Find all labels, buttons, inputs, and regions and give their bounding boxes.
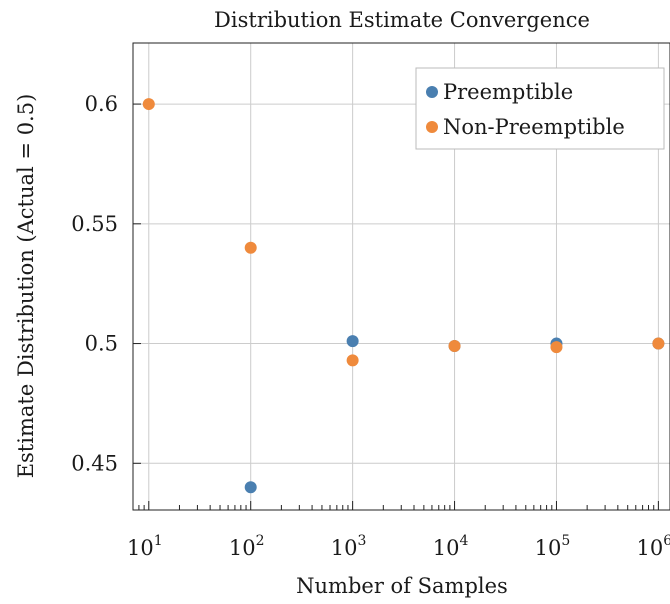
x-tick-exponent: 1 bbox=[154, 533, 163, 549]
x-tick-exponent: 4 bbox=[459, 533, 468, 549]
x-tick-label: 103 bbox=[331, 533, 367, 560]
x-tick-base: 10 bbox=[637, 536, 664, 560]
legend-label: Preemptible bbox=[443, 80, 573, 104]
plot-frame bbox=[132, 42, 670, 511]
data-point-non-preemptible bbox=[142, 98, 155, 111]
x-tick-labels: 101 102 103 104 105 106 bbox=[127, 533, 670, 560]
x-tick-label: 105 bbox=[535, 533, 571, 560]
y-tick-label: 0.55 bbox=[71, 212, 118, 236]
x-minor-ticks bbox=[132, 103, 659, 510]
x-tick-base: 10 bbox=[433, 536, 460, 560]
x-tick-label: 106 bbox=[637, 533, 670, 560]
data-point-preemptible bbox=[346, 335, 359, 348]
y-tick-label: 0.6 bbox=[85, 92, 118, 116]
chart-title: Distribution Estimate Convergence bbox=[214, 8, 590, 32]
data-point-non-preemptible bbox=[448, 339, 461, 352]
y-tick-label: 0.45 bbox=[71, 451, 118, 475]
x-tick-label: 104 bbox=[433, 533, 469, 560]
legend: Preemptible Non-Preemptible bbox=[415, 67, 665, 150]
x-tick-base: 10 bbox=[331, 536, 358, 560]
x-axis-label: Number of Samples bbox=[296, 574, 508, 598]
y-tick-label: 0.5 bbox=[85, 332, 118, 356]
x-tick-label: 102 bbox=[229, 533, 265, 560]
x-tick-label: 101 bbox=[127, 533, 163, 560]
y-tick-labels: 0.45 0.5 0.55 0.6 bbox=[71, 92, 118, 475]
data-point-preemptible bbox=[244, 481, 257, 494]
legend-marker bbox=[426, 121, 438, 133]
x-tick-base: 10 bbox=[127, 536, 154, 560]
x-tick-base: 10 bbox=[535, 536, 562, 560]
x-tick-exponent: 2 bbox=[256, 533, 265, 549]
x-tick-exponent: 5 bbox=[561, 533, 570, 549]
data-point-non-preemptible bbox=[550, 341, 563, 354]
data-point-non-preemptible bbox=[244, 241, 257, 254]
data-points bbox=[142, 98, 665, 494]
y-axis-label: Estimate Distribution (Actual = 0.5) bbox=[14, 94, 38, 479]
legend-marker bbox=[426, 86, 438, 98]
x-tick-exponent: 3 bbox=[358, 533, 367, 549]
legend-box bbox=[415, 67, 665, 150]
x-tick-exponent: 6 bbox=[663, 533, 670, 549]
legend-label: Non-Preemptible bbox=[443, 115, 625, 139]
x-tick-base: 10 bbox=[229, 536, 256, 560]
data-point-non-preemptible bbox=[652, 337, 665, 350]
data-point-non-preemptible bbox=[346, 354, 359, 367]
